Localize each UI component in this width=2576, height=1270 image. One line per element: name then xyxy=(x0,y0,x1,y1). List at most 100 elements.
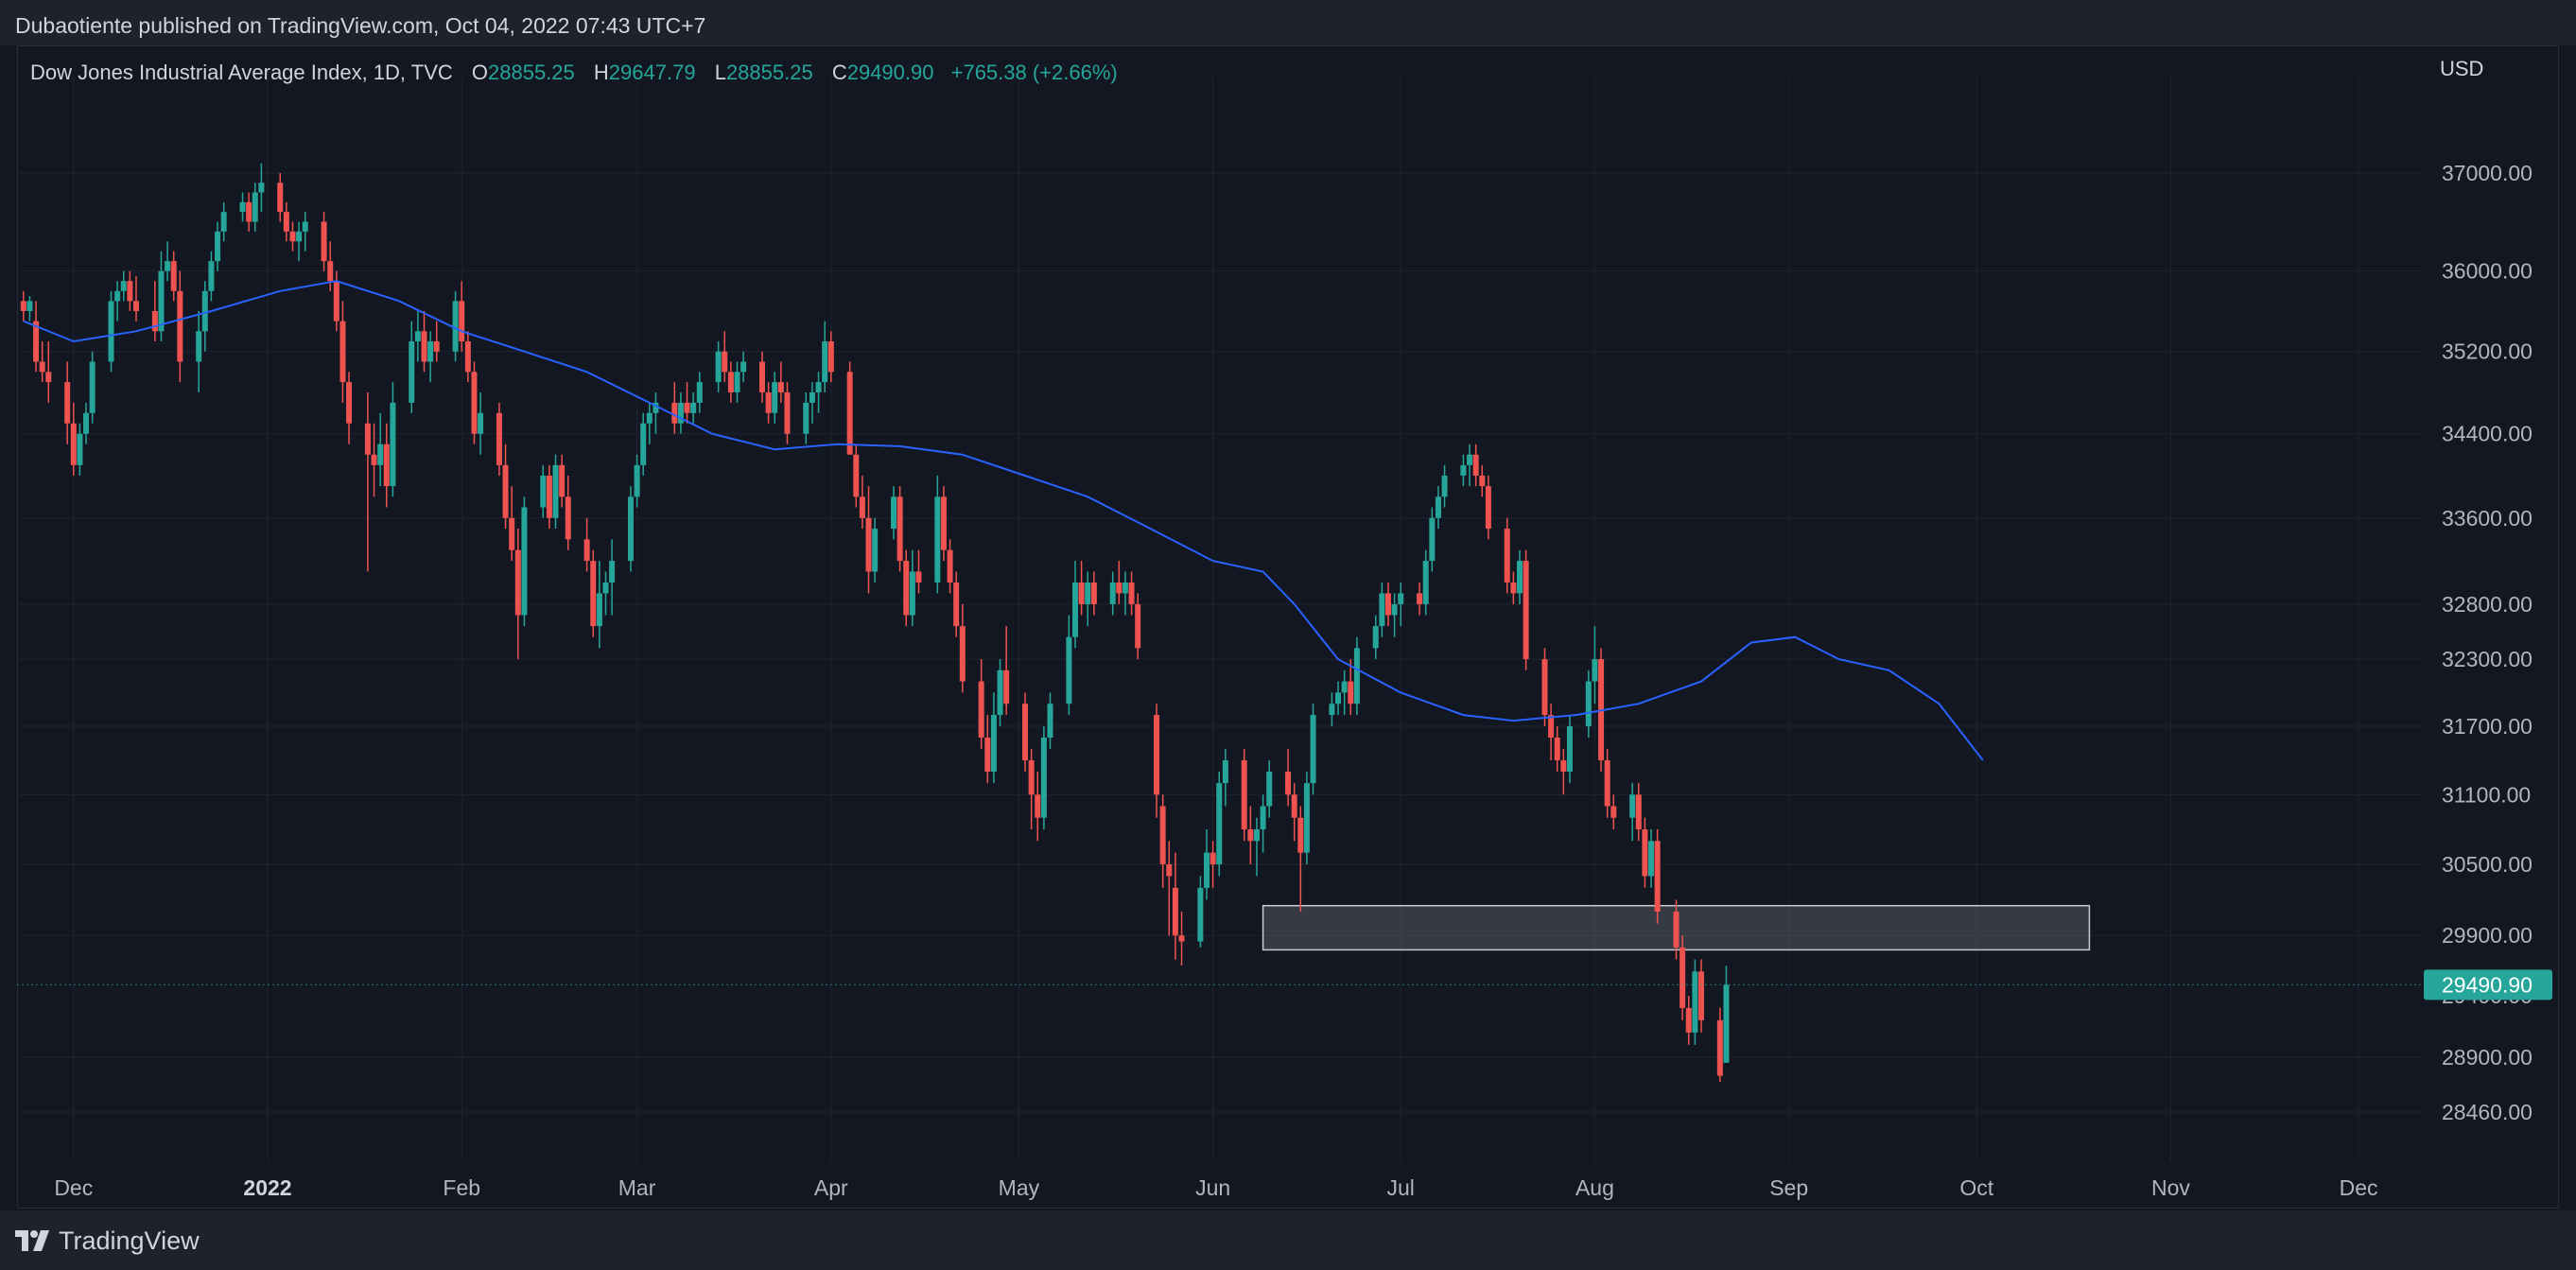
candle-body xyxy=(1648,841,1655,877)
candle xyxy=(565,475,571,550)
candle-body xyxy=(201,290,208,332)
price-tick-label: 32800.00 xyxy=(2442,592,2532,617)
candle xyxy=(1422,549,1429,616)
candle-body xyxy=(1485,486,1491,530)
currency-label[interactable]: USD xyxy=(2440,57,2484,80)
candle xyxy=(177,270,183,383)
close-label: C xyxy=(831,61,847,84)
candle-body xyxy=(1548,715,1555,738)
tradingview-logo[interactable]: TradingView xyxy=(15,1226,200,1256)
candle-body xyxy=(565,496,571,540)
candle-body xyxy=(383,444,390,487)
tradingview-wordmark: TradingView xyxy=(59,1226,200,1255)
candle-body xyxy=(947,549,953,583)
candle-body xyxy=(853,454,860,497)
candle-body xyxy=(371,454,377,465)
candle xyxy=(634,454,640,508)
candle-body xyxy=(559,464,566,497)
candle-body xyxy=(546,475,552,518)
candle xyxy=(596,561,602,649)
candle-body xyxy=(984,737,991,773)
candle-body xyxy=(809,391,815,403)
candle xyxy=(1610,794,1617,830)
price-tick-label: 31700.00 xyxy=(2442,714,2532,739)
candle-body xyxy=(1028,759,1035,795)
candle-body xyxy=(1610,806,1617,818)
candle xyxy=(1517,549,1523,604)
candle-body xyxy=(602,582,609,594)
candle-body xyxy=(978,681,984,738)
candle-body xyxy=(1241,759,1247,830)
candle xyxy=(1635,783,1642,842)
candle xyxy=(677,391,684,434)
candle-body xyxy=(1592,659,1598,682)
candle xyxy=(1441,464,1448,508)
candle-body xyxy=(822,340,828,383)
candle xyxy=(289,221,296,252)
candle-body xyxy=(1253,829,1260,842)
candle xyxy=(1642,817,1648,888)
candle xyxy=(684,382,690,424)
candle xyxy=(258,163,265,213)
candle-body xyxy=(1723,984,1730,1063)
candle xyxy=(201,281,208,352)
candle-body xyxy=(26,301,33,311)
candle-body xyxy=(815,382,822,392)
candle-body xyxy=(77,433,83,465)
candle-body xyxy=(1517,561,1523,594)
candle xyxy=(302,212,308,252)
candle-body xyxy=(1159,806,1166,865)
price-tick-label: 30500.00 xyxy=(2442,852,2532,877)
candle xyxy=(997,659,1003,727)
candle-body xyxy=(1541,659,1548,716)
candle xyxy=(1692,959,1698,1045)
candle-body xyxy=(846,372,853,455)
candle-body xyxy=(1348,681,1354,705)
candle-body xyxy=(1303,783,1310,853)
candle-body xyxy=(1523,561,1529,660)
candle-body xyxy=(509,517,515,550)
candle-body xyxy=(872,529,879,572)
candle xyxy=(859,475,865,530)
candle-body xyxy=(859,496,865,518)
candle xyxy=(903,549,910,627)
price-axis[interactable]: 37000.00 36000.00 35200.00 34400.00 33600.00… xyxy=(2442,161,2532,1124)
candle-body xyxy=(540,475,547,508)
time-axis[interactable]: Dec 2022 Feb Mar Apr May Jun Jul Aug Sep Oct Nov Dec xyxy=(54,1175,2377,1200)
chart-pane[interactable] xyxy=(17,45,2559,1209)
candle-body xyxy=(151,310,158,332)
candle-body xyxy=(1341,681,1348,693)
candle xyxy=(1353,636,1360,716)
candle-body xyxy=(1260,806,1266,830)
candle-body xyxy=(1422,561,1429,604)
candle xyxy=(777,361,784,403)
candle xyxy=(1504,517,1510,594)
time-tick-label: Nov xyxy=(2151,1175,2190,1200)
candle-body xyxy=(715,351,722,383)
candle xyxy=(77,423,83,476)
candle xyxy=(865,486,872,594)
candle-body xyxy=(433,340,440,352)
price-tick-label: 36000.00 xyxy=(2442,259,2532,284)
candle-body xyxy=(1629,794,1636,818)
price-tick-label: 34400.00 xyxy=(2442,422,2532,446)
candle-body xyxy=(784,391,791,434)
candle-body xyxy=(653,402,659,413)
candle xyxy=(1166,841,1173,936)
candle xyxy=(915,549,922,594)
candle-body xyxy=(1003,670,1010,705)
candle-body xyxy=(1585,681,1592,727)
candle xyxy=(1116,561,1123,604)
time-tick-label: Apr xyxy=(814,1175,848,1200)
candle-body xyxy=(1116,582,1123,594)
candle-body xyxy=(1604,759,1610,807)
candle xyxy=(252,183,258,232)
candle-body xyxy=(953,582,960,627)
candle-body xyxy=(1078,582,1085,604)
candle-body xyxy=(1085,582,1091,604)
open-label: O xyxy=(471,61,489,84)
candle xyxy=(1216,772,1223,877)
candle-body xyxy=(590,561,597,627)
candle xyxy=(1241,748,1247,842)
